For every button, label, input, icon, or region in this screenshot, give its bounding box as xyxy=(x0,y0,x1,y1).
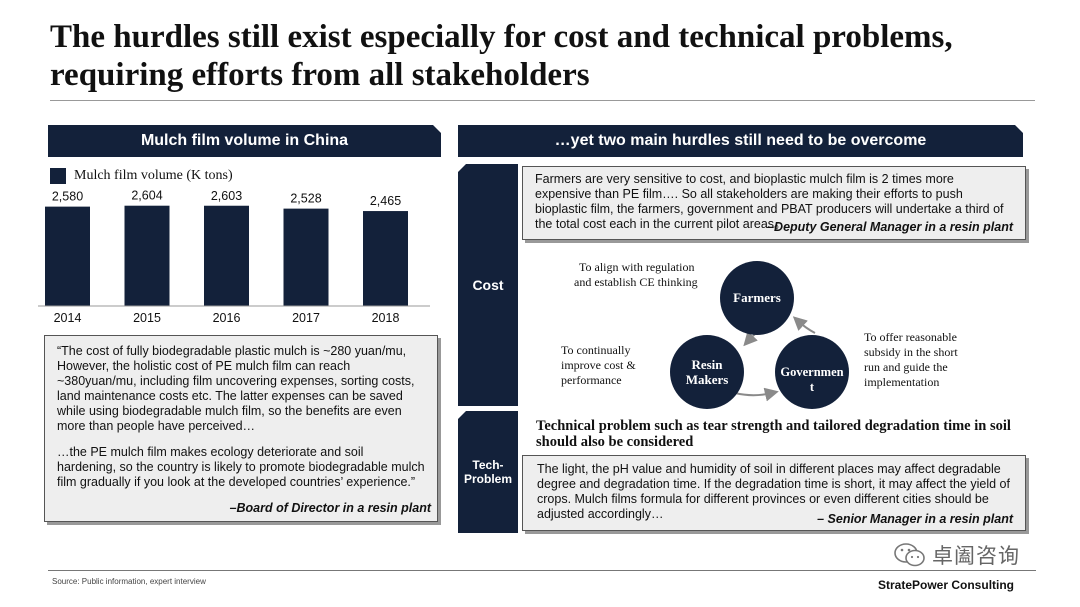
gov-note-line: subsidy in the short xyxy=(864,345,958,359)
wechat-account-name: 卓阖咨询 xyxy=(932,545,1020,568)
cost-quote: Farmers are very sensitive to cost, and … xyxy=(522,166,1026,240)
tech-quote-text: The light, the pH value and humidity of … xyxy=(537,462,1010,521)
cost-label: Cost xyxy=(458,164,518,406)
tech-quote-attribution: – Senior Manager in a resin plant xyxy=(817,512,1013,526)
x-tick-label: 2015 xyxy=(133,311,161,325)
x-tick-label: 2017 xyxy=(292,311,320,325)
government-node: Governmen t xyxy=(775,335,849,409)
brand-name: StratePower Consulting xyxy=(878,578,1015,592)
farmers-note-line: and establish CE thinking xyxy=(574,275,698,289)
label-fold-corner xyxy=(458,411,466,419)
header-fold-corner xyxy=(1015,125,1023,133)
tech-problem-quote: The light, the pH value and humidity of … xyxy=(522,455,1026,531)
stakeholder-cycle-diagram: Farmers Resin Makers Governmen t To alig… xyxy=(561,260,958,409)
x-tick-label: 2016 xyxy=(213,311,241,325)
chart-section-header: Mulch film volume in China xyxy=(48,125,441,157)
bar-value-label: 2,604 xyxy=(131,190,162,203)
quote-attribution: –Board of Director in a resin plant xyxy=(229,501,431,515)
bar-2016 xyxy=(204,205,249,306)
bar-2015 xyxy=(124,205,170,306)
legend-label: Mulch film volume (K tons) xyxy=(74,168,233,183)
header-fold-corner xyxy=(433,125,441,133)
chart-legend: Mulch film volume (K tons) xyxy=(50,168,233,184)
page-title: The hurdles still exist especially for c… xyxy=(50,19,953,93)
resin-makers-label-line2: Makers xyxy=(686,372,729,387)
mulch-volume-bar-chart: 2,580 2014 2,604 2015 2,603 2016 2,528 2017 2,46… xyxy=(38,190,430,325)
tech-problem-label: Tech- Problem xyxy=(458,411,518,533)
cycle-arrow xyxy=(734,387,779,402)
wechat-icon xyxy=(894,543,925,567)
x-tick-label: 2014 xyxy=(54,311,82,325)
wechat-watermark: 卓阖咨询 xyxy=(893,540,1020,570)
board-director-quote: “The cost of fully biodegradable plastic… xyxy=(44,335,438,522)
legend-swatch xyxy=(50,168,66,184)
label-fold-corner xyxy=(458,164,466,172)
quote-paragraph-2: …the PE mulch film makes ecology deterio… xyxy=(57,445,425,489)
resin-note-line: performance xyxy=(561,373,622,387)
quote-paragraph-1: “The cost of fully biodegradable plastic… xyxy=(57,344,415,433)
bar-2018 xyxy=(363,211,408,306)
government-label-line1: Governmen xyxy=(780,365,843,379)
cost-quote-text: Farmers are very sensitive to cost, and … xyxy=(535,172,1004,231)
title-divider xyxy=(50,100,1035,101)
bar-value-label: 2,603 xyxy=(211,190,242,203)
government-note: To offer reasonable subsidy in the short… xyxy=(864,330,958,389)
resin-makers-node: Resin Makers xyxy=(670,335,744,409)
gov-note-line: run and guide the xyxy=(864,360,948,374)
gov-note-line: implementation xyxy=(864,375,939,389)
bar-value-label: 2,465 xyxy=(370,194,401,208)
bar-value-label: 2,528 xyxy=(290,192,321,206)
tech-problem-label-text: Tech- Problem xyxy=(463,458,512,486)
farmers-note-line: To align with regulation xyxy=(579,260,694,274)
bar-2017 xyxy=(283,208,329,306)
resin-makers-note: To continually improve cost & performanc… xyxy=(561,343,636,387)
cycle-arrow xyxy=(792,316,816,334)
government-label-line2: t xyxy=(810,380,815,394)
bar-value-label: 2,580 xyxy=(52,190,83,204)
x-tick-label: 2018 xyxy=(372,311,400,325)
farmers-node: Farmers xyxy=(720,261,794,335)
resin-note-line: improve cost & xyxy=(561,358,636,372)
resin-makers-label-line1: Resin xyxy=(691,357,723,372)
farmers-note: To align with regulation and establish C… xyxy=(574,260,698,289)
hurdles-section-header: …yet two main hurdles still need to be o… xyxy=(458,125,1023,157)
bar-2014 xyxy=(45,206,90,306)
tech-problem-heading: Technical problem such as tear strength … xyxy=(536,418,1011,450)
cost-quote-attribution: –Deputy General Manager in a resin plant xyxy=(767,220,1013,234)
resin-note-line: To continually xyxy=(561,343,630,357)
farmers-label: Farmers xyxy=(733,290,781,305)
gov-note-line: To offer reasonable xyxy=(864,330,957,344)
footer-divider xyxy=(48,570,1036,571)
source-note: Source: Public information, expert inter… xyxy=(52,577,206,586)
